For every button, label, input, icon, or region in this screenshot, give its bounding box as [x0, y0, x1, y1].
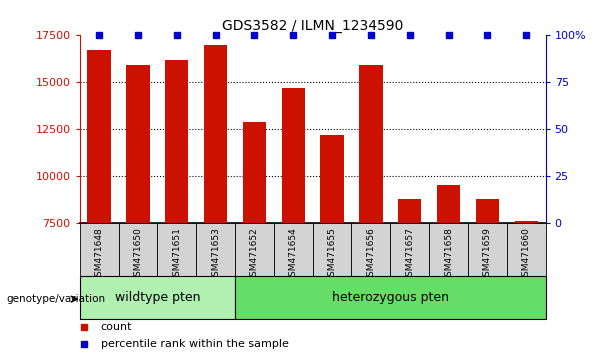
Bar	[398, 199, 421, 223]
Bar	[118, 223, 158, 276]
Text: GSM471653: GSM471653	[211, 227, 220, 282]
Bar	[321, 135, 344, 223]
Bar	[196, 223, 235, 276]
Bar	[235, 276, 546, 319]
Bar	[437, 185, 460, 223]
Text: GSM471654: GSM471654	[289, 227, 298, 282]
Text: count: count	[101, 321, 132, 332]
Bar	[80, 276, 235, 319]
Bar	[80, 223, 118, 276]
Bar	[204, 45, 227, 223]
Text: GSM471657: GSM471657	[405, 227, 414, 282]
Bar	[359, 65, 383, 223]
Bar	[351, 223, 390, 276]
Bar	[390, 223, 429, 276]
Bar	[235, 223, 274, 276]
Text: GSM471652: GSM471652	[250, 227, 259, 282]
Text: genotype/variation: genotype/variation	[6, 294, 105, 304]
Bar	[281, 88, 305, 223]
Text: GSM471656: GSM471656	[367, 227, 375, 282]
Title: GDS3582 / ILMN_1234590: GDS3582 / ILMN_1234590	[222, 19, 403, 33]
Text: percentile rank within the sample: percentile rank within the sample	[101, 339, 289, 349]
Bar	[165, 60, 188, 223]
Bar	[468, 223, 507, 276]
Bar	[126, 65, 150, 223]
Bar	[476, 199, 499, 223]
Text: GSM471660: GSM471660	[522, 227, 531, 282]
Bar	[274, 223, 313, 276]
Bar	[313, 223, 351, 276]
Text: GSM471651: GSM471651	[172, 227, 181, 282]
Bar	[243, 122, 266, 223]
Text: GSM471655: GSM471655	[327, 227, 337, 282]
Text: GSM471659: GSM471659	[483, 227, 492, 282]
Bar	[514, 221, 538, 223]
Bar	[507, 223, 546, 276]
Text: GSM471658: GSM471658	[444, 227, 453, 282]
Bar	[158, 223, 196, 276]
Text: GSM471650: GSM471650	[134, 227, 142, 282]
Text: heterozygous pten: heterozygous pten	[332, 291, 449, 304]
Bar	[88, 50, 111, 223]
Text: GSM471648: GSM471648	[94, 227, 104, 282]
Text: wildtype pten: wildtype pten	[115, 291, 200, 304]
Bar	[429, 223, 468, 276]
